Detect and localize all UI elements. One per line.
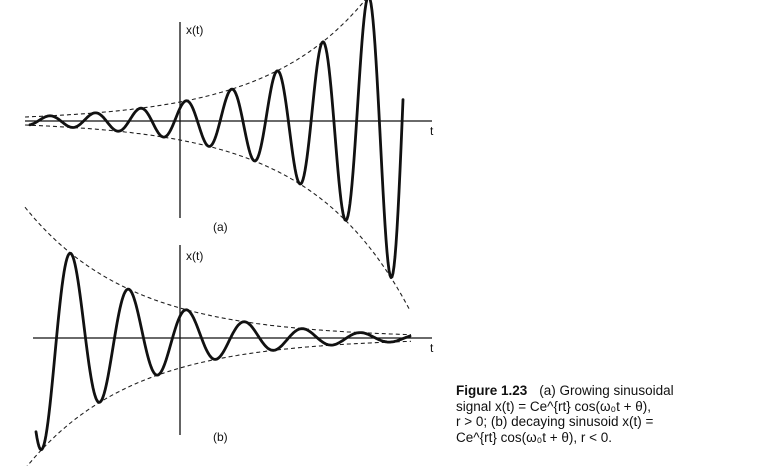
caption-line-3: r > 0; (b) decaying sinusoid x(t) = xyxy=(456,414,654,429)
panel-b-decaying-sinusoid xyxy=(34,251,412,452)
panel-a: x(t) t (a) xyxy=(24,0,434,309)
caption-text-1: (a) Growing sinusoidal xyxy=(539,383,674,398)
panel-b-y-axis-label: x(t) xyxy=(186,249,203,263)
panel-b-x-axis-label: t xyxy=(430,341,434,355)
panel-a-lower-envelope xyxy=(24,124,410,309)
panel-b-label: (b) xyxy=(213,430,228,444)
caption-line-4: Ce^{rt} cos(ω₀t + θ), r < 0. xyxy=(456,429,613,445)
caption-line-2: signal x(t) = Ce^{rt} cos(ω₀t + θ), xyxy=(456,398,652,414)
panel-a-label: (a) xyxy=(213,220,228,234)
panel-b-upper-envelope xyxy=(24,206,412,336)
panel-a-y-axis-label: x(t) xyxy=(186,23,203,37)
figure-caption: Figure 1.23 (a) Growing sinusoidal signal… xyxy=(456,383,756,445)
panel-a-upper-envelope xyxy=(24,0,366,118)
panel-b: x(t) t (b) xyxy=(24,206,434,466)
panel-a-growing-sinusoid xyxy=(28,0,405,279)
figure-number: Figure 1.23 xyxy=(456,383,528,398)
caption-line-1: Figure 1.23 (a) Growing sinusoidal xyxy=(456,383,756,399)
panel-a-x-axis-label: t xyxy=(430,124,434,138)
